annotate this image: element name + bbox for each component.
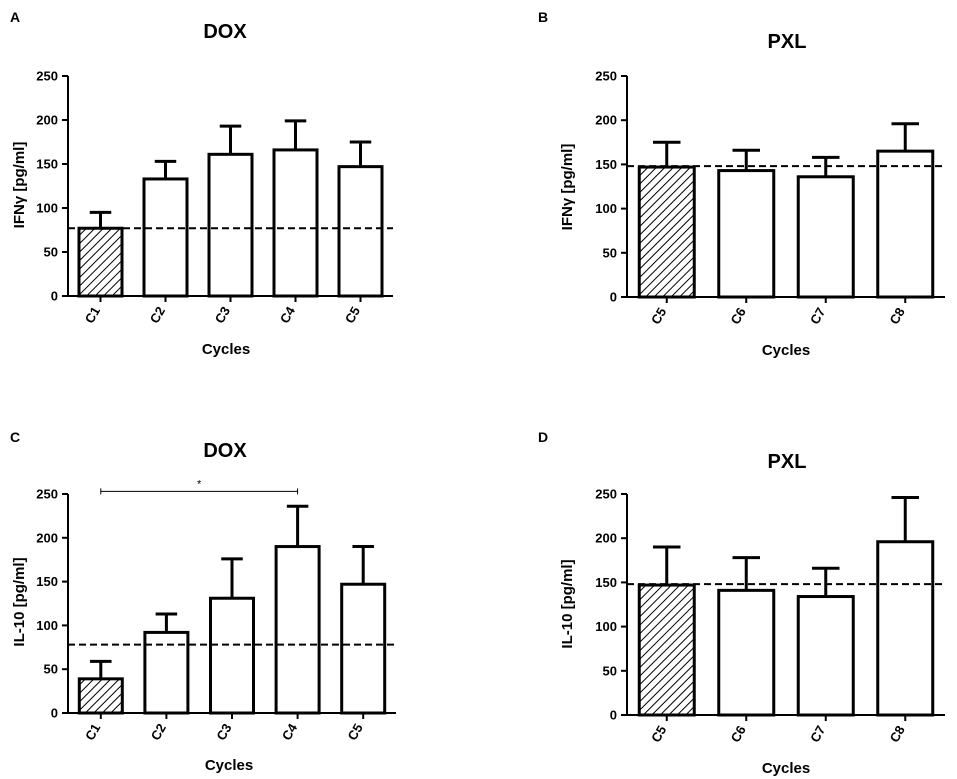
bar-c4-c: [274, 545, 321, 715]
x-tick-label-d: C6: [728, 723, 749, 745]
x-tick-label-a: C2: [147, 304, 168, 326]
bar-c8-d: [876, 540, 935, 717]
bar-c6-d: [717, 588, 776, 717]
bar-c4-a: [272, 148, 319, 298]
y-axis-label-b: IFNγ [pg/ml]: [559, 144, 576, 231]
y-tick-label-d: 100: [595, 619, 617, 634]
y-tick-label-c: 0: [51, 706, 58, 721]
y-tick-label-c: 100: [36, 618, 58, 633]
y-tick-label-d: 150: [595, 575, 617, 590]
x-axis-label-d: Cycles: [762, 760, 810, 777]
panel-letter-d: D: [538, 429, 548, 445]
y-tick-label-d: 50: [603, 663, 617, 678]
x-tick-label-c: C2: [148, 721, 169, 743]
y-tick-label-a: 0: [51, 289, 58, 304]
y-tick-label-d: 250: [595, 487, 617, 502]
x-tick-label-c: C4: [279, 720, 301, 743]
y-tick-label-a: 100: [36, 201, 58, 216]
x-tick-label-c: C3: [213, 721, 234, 743]
y-tick-label-c: 150: [36, 574, 58, 589]
y-tick-label-a: 200: [36, 113, 58, 128]
x-axis-label-b: Cycles: [762, 342, 810, 359]
y-axis-label-c: IL-10 [pg/ml]: [11, 557, 28, 646]
panel-d: D PXL Cycles IL-10 [pg/ml] 0 50 100 150 200 2…: [538, 429, 945, 777]
bar-c8-b: [876, 149, 935, 299]
bar-c5-a: [337, 165, 384, 298]
bar-c1-c: [77, 677, 124, 715]
x-tick-label-a: C1: [82, 304, 103, 326]
x-tick-label-c: C1: [82, 721, 103, 743]
panel-letter-b: B: [538, 9, 548, 25]
x-tick-label-b: C8: [887, 305, 908, 327]
y-tick-label-a: 50: [44, 245, 58, 260]
panel-letter-a: A: [10, 9, 20, 25]
y-tick-label-a: 250: [36, 69, 58, 84]
y-tick-label-b: 100: [595, 201, 617, 216]
chart-title-d: PXL: [768, 451, 807, 473]
x-tick-label-b: C6: [728, 305, 749, 327]
x-tick-label-a: C3: [212, 304, 233, 326]
x-axis-label-a: Cycles: [202, 341, 250, 358]
x-tick-label-d: C8: [887, 723, 908, 745]
y-tick-label-b: 50: [603, 245, 617, 260]
y-tick-label-b: 0: [610, 290, 617, 305]
panel-c: C DOX Cycles IL-10 [pg/ml] 0 50 100 150 200 2…: [10, 429, 396, 774]
panel-b: B PXL Cycles IFNγ [pg/ml] 0 50 100 150 200 25…: [538, 9, 945, 359]
bar-c5-c: [340, 582, 387, 715]
panel-letter-c: C: [10, 429, 20, 445]
y-axis-label-a: IFNγ [pg/ml]: [11, 142, 28, 229]
y-tick-label-c: 250: [36, 487, 58, 502]
panel-a: A DOX Cycles IFNγ [pg/ml] 0 50 100 150 200 25…: [10, 9, 393, 358]
bar-c3-c: [209, 596, 255, 715]
y-tick-label-b: 200: [595, 113, 617, 128]
chart-title-c: DOX: [203, 440, 247, 462]
bar-c5-b: [637, 165, 696, 299]
bar-c7-d: [796, 595, 855, 717]
x-tick-label-a: C4: [277, 303, 299, 326]
y-tick-label-c: 200: [36, 530, 58, 545]
bar-c2-a: [142, 177, 189, 298]
bar-c7-b: [796, 175, 855, 299]
chart-title-a: DOX: [203, 21, 247, 43]
y-axis-label-d: IL-10 [pg/ml]: [559, 559, 576, 648]
y-tick-label-d: 0: [610, 708, 617, 723]
x-tick-label-b: C5: [648, 305, 669, 327]
y-tick-label-b: 150: [595, 157, 617, 172]
significance-label-c: *: [197, 478, 202, 490]
chart-title-b: PXL: [768, 31, 807, 53]
x-tick-label-d: C7: [807, 723, 828, 745]
bar-c1-a: [77, 226, 124, 298]
x-tick-label-c: C5: [344, 721, 365, 743]
y-tick-label-a: 150: [36, 157, 58, 172]
bar-c3-a: [207, 152, 254, 298]
bar-c6-b: [717, 169, 776, 299]
x-axis-label-c: Cycles: [205, 757, 253, 774]
bar-c5-d: [637, 583, 696, 717]
y-tick-label-c: 50: [44, 662, 58, 677]
x-tick-label-b: C7: [807, 305, 828, 327]
x-tick-label-d: C5: [648, 723, 669, 745]
x-tick-label-a: C5: [342, 304, 363, 326]
y-tick-label-d: 200: [595, 531, 617, 546]
y-tick-label-b: 250: [595, 69, 617, 84]
